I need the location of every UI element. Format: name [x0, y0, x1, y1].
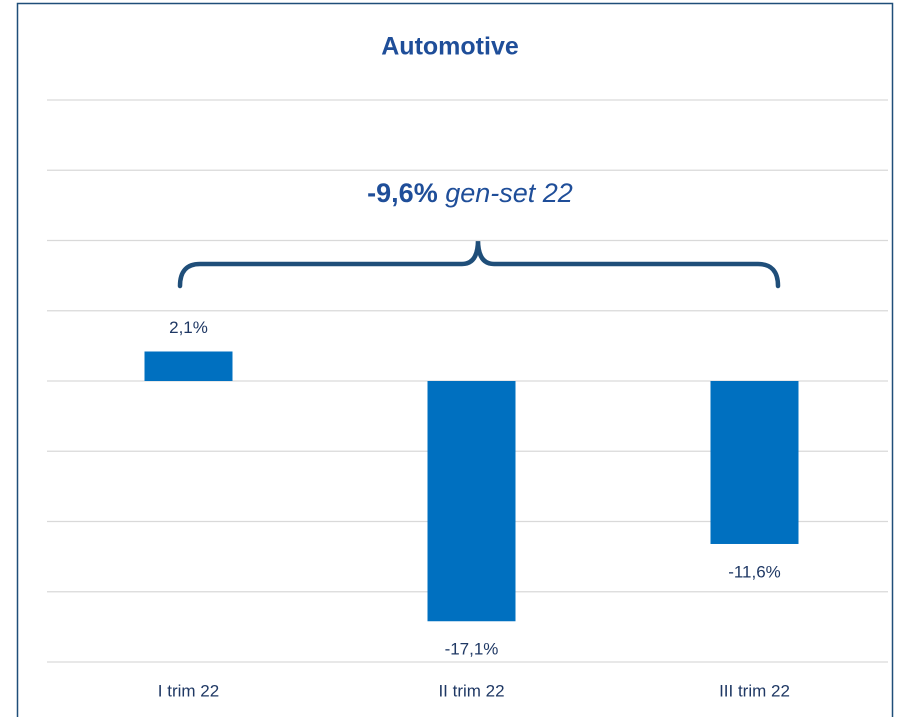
- bar: [710, 381, 799, 544]
- chart-title: Automotive: [381, 33, 519, 61]
- annotation-text: gen-set 22: [445, 178, 573, 208]
- x-tick-label: III trim 22: [719, 681, 790, 700]
- x-tick-label: I trim 22: [158, 681, 219, 700]
- annotation: -9,6% gen-set 22: [367, 178, 573, 208]
- bar: [427, 381, 516, 622]
- data-label: -17,1%: [445, 640, 499, 659]
- data-label: 2,1%: [169, 318, 208, 337]
- bar: [144, 351, 233, 381]
- annotation-value: -9,6%: [367, 178, 438, 208]
- x-tick-label: II trim 22: [438, 681, 504, 700]
- data-label: -11,6%: [728, 562, 781, 581]
